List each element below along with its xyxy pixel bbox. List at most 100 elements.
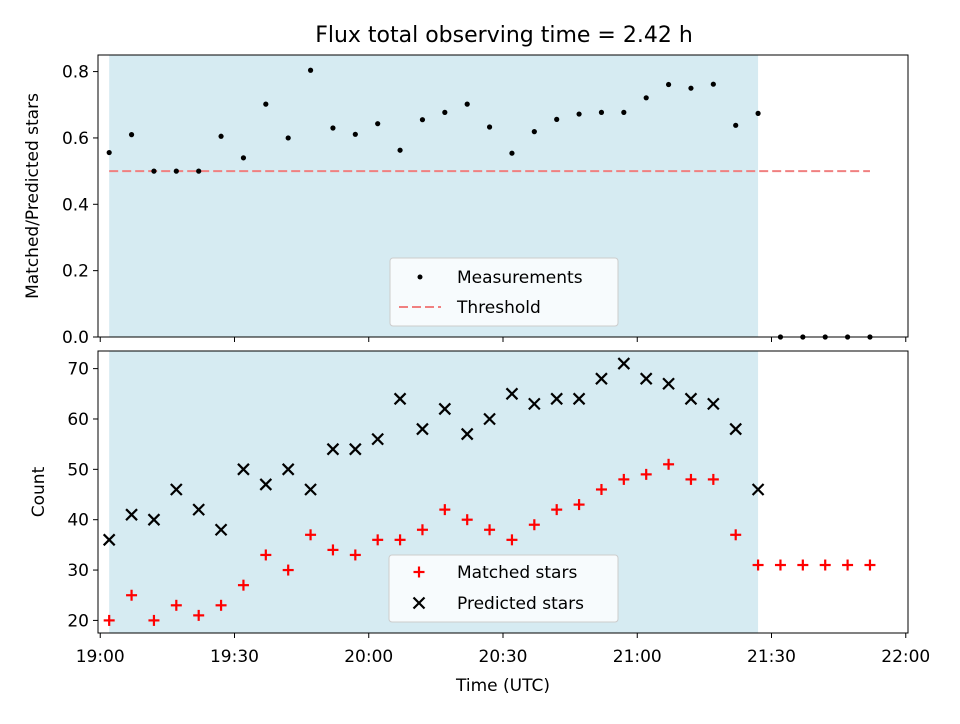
legend-box — [388, 554, 619, 623]
y-axis-ticks: 20 30 40 50 60 70 — [67, 360, 98, 631]
cross-stroke — [170, 483, 183, 496]
measurement-point — [173, 168, 179, 174]
cross-stroke — [412, 596, 426, 610]
x-axis-label: Time (UTC) — [455, 676, 550, 696]
predicted-point — [170, 483, 183, 496]
y-tick-label: 0.8 — [62, 63, 89, 83]
measurement-point — [352, 131, 358, 137]
matched-point — [506, 534, 518, 546]
x-axis-ticks — [99, 337, 907, 342]
x-tick-label: 19:30 — [210, 647, 259, 667]
y-axis-label: Count — [29, 466, 49, 517]
measurement-point — [710, 81, 716, 87]
legend: Matched stars Predicted stars — [388, 554, 619, 623]
cross-stroke — [326, 442, 340, 456]
predicted-point — [438, 402, 452, 416]
legend-box — [389, 257, 619, 327]
predicted-point — [102, 533, 116, 547]
y-tick-label: 0.6 — [62, 129, 89, 149]
predicted-point — [617, 357, 631, 370]
cross-stroke — [237, 463, 250, 476]
cross-stroke — [460, 427, 474, 441]
matched-point — [193, 609, 205, 621]
matched-point — [663, 458, 675, 470]
matched-point — [416, 524, 428, 536]
predicted-point — [751, 483, 765, 496]
x-tick-label: 20:30 — [479, 647, 528, 667]
cross-stroke — [639, 372, 653, 385]
legend-threshold-label: Threshold — [456, 298, 541, 318]
predicted-point — [214, 523, 228, 537]
legend-predicted-marker — [412, 596, 426, 610]
x-tick-label: 19:00 — [76, 647, 125, 667]
matched-point — [260, 549, 272, 561]
matched-point — [618, 473, 630, 485]
predicted-point — [237, 463, 250, 476]
y-tick-label: 50 — [67, 460, 89, 480]
measurement-point — [196, 168, 202, 174]
predicted-point — [192, 503, 205, 516]
cross-stroke — [102, 533, 116, 547]
predicted-point — [326, 442, 340, 456]
cross-stroke — [528, 397, 541, 411]
measurement-point — [688, 85, 694, 91]
measurement-point — [464, 101, 470, 107]
matched-point — [126, 589, 138, 601]
measurement-point — [643, 95, 649, 101]
ratio-panel: 0.00.20.40.60.8 Matched/Predicted stars … — [23, 54, 909, 348]
matched-point — [237, 579, 249, 591]
y-tick-label: 40 — [67, 511, 89, 531]
legend: Measurements Threshold — [389, 257, 619, 327]
measurement-point — [486, 124, 493, 130]
cross-stroke — [550, 392, 563, 406]
cross-stroke — [259, 478, 273, 491]
matched-point — [394, 534, 406, 546]
matched-point — [148, 614, 160, 626]
matched-point — [439, 504, 451, 516]
y-tick-label: 60 — [67, 410, 89, 430]
predicted-point — [684, 392, 698, 406]
predicted-point — [662, 377, 675, 391]
matched-point — [103, 614, 115, 626]
plot-frame — [97, 54, 909, 338]
y-tick-label: 0.2 — [62, 262, 89, 282]
chart-title: Flux total observing time = 2.42 h — [315, 23, 693, 48]
measurement-point — [128, 132, 135, 138]
cross-stroke — [707, 397, 720, 411]
x-tick-label: 22:00 — [881, 647, 930, 667]
matched-point — [864, 559, 876, 571]
predicted-point — [125, 508, 138, 521]
measurement-point — [509, 150, 515, 156]
cross-stroke — [281, 463, 295, 476]
x-tick-label: 21:00 — [613, 647, 662, 667]
cross-stroke — [617, 357, 631, 370]
predicted-point — [505, 387, 519, 401]
matched-point — [842, 559, 854, 571]
cross-stroke — [595, 372, 608, 385]
matched-point — [327, 544, 339, 556]
matched-point — [752, 559, 764, 571]
matched-point — [640, 468, 652, 480]
predicted-point — [595, 372, 608, 385]
predicted-point — [460, 427, 474, 441]
cross-stroke — [729, 422, 742, 436]
matched-point — [551, 504, 563, 516]
measurement-point — [598, 109, 605, 115]
measurement-point — [307, 67, 314, 73]
legend-plus — [413, 566, 425, 578]
y-tick-label: 0.0 — [62, 328, 89, 348]
measurement-point — [442, 109, 448, 115]
cross-stroke — [505, 387, 519, 401]
cross-stroke — [192, 503, 205, 516]
cross-stroke — [438, 402, 452, 416]
cross-stroke — [572, 392, 586, 406]
cross-stroke — [416, 422, 429, 436]
measurement-point — [554, 116, 560, 122]
matched-point — [595, 483, 607, 495]
predicted-point — [572, 392, 586, 406]
matched-point — [461, 514, 473, 526]
measurement-point — [531, 129, 537, 135]
matched-point — [484, 524, 496, 536]
legend-cross — [412, 596, 426, 610]
count-panel: 20 30 40 50 60 70 19:00 19:30 20:00 20:30 21:00 21… — [29, 350, 930, 696]
